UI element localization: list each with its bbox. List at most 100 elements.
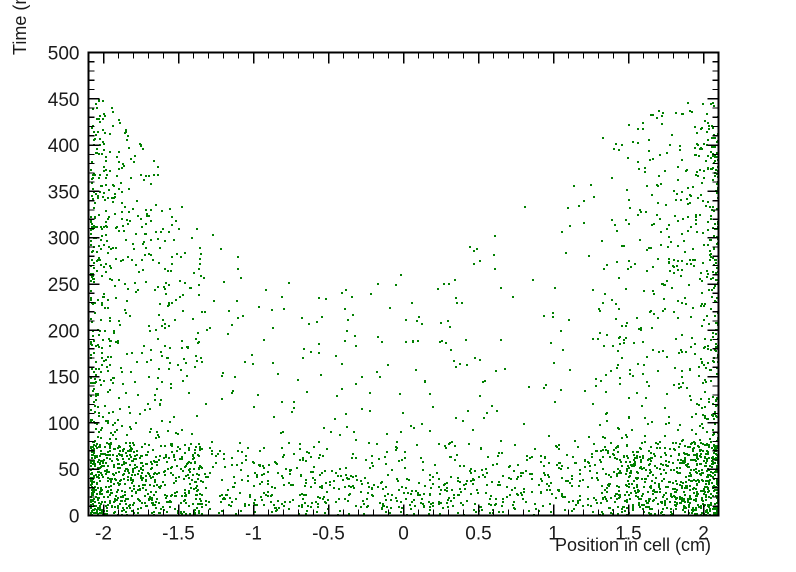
data-point xyxy=(321,316,323,318)
data-point xyxy=(144,502,146,504)
data-point xyxy=(155,501,157,503)
data-point xyxy=(421,423,423,425)
data-point xyxy=(186,375,188,377)
data-point xyxy=(606,487,608,489)
data-point xyxy=(131,474,133,476)
x-tick-label: -1.5 xyxy=(162,524,195,545)
y-axis-title: Time (ns) xyxy=(10,0,30,55)
data-point xyxy=(100,460,102,462)
data-point xyxy=(432,476,434,478)
data-point xyxy=(664,435,666,437)
data-point xyxy=(674,491,676,493)
data-point xyxy=(339,510,341,512)
data-point xyxy=(636,484,638,486)
data-point xyxy=(164,445,166,447)
data-point xyxy=(684,251,686,253)
data-point xyxy=(91,449,93,451)
data-point xyxy=(136,361,138,363)
data-point xyxy=(306,451,308,453)
data-point xyxy=(91,182,93,184)
data-point xyxy=(653,499,655,501)
data-point xyxy=(446,490,448,492)
data-point xyxy=(168,231,170,233)
data-point xyxy=(310,351,312,353)
y-tick-label: 450 xyxy=(48,90,80,111)
data-point xyxy=(334,418,336,420)
data-point xyxy=(108,216,110,218)
data-point xyxy=(108,338,110,340)
data-point xyxy=(259,483,261,485)
data-point xyxy=(631,483,633,485)
data-point xyxy=(666,228,668,230)
data-point xyxy=(90,395,92,397)
data-point xyxy=(131,259,133,261)
data-point xyxy=(202,481,204,483)
data-point xyxy=(135,458,137,460)
data-point xyxy=(641,495,643,497)
data-point xyxy=(347,319,349,321)
data-point xyxy=(94,216,96,218)
data-point xyxy=(648,500,650,502)
data-point xyxy=(135,264,137,266)
data-point xyxy=(684,297,686,299)
data-point xyxy=(574,440,576,442)
data-point xyxy=(99,493,101,495)
data-point xyxy=(603,345,605,347)
data-point xyxy=(534,503,536,505)
data-point xyxy=(121,202,123,204)
data-point xyxy=(689,502,691,504)
data-point xyxy=(97,499,99,501)
data-point xyxy=(176,450,178,452)
data-point xyxy=(96,107,98,109)
data-point xyxy=(693,492,695,494)
data-point xyxy=(626,322,628,324)
data-point xyxy=(651,480,653,482)
data-point xyxy=(707,453,709,455)
data-point xyxy=(395,446,397,448)
data-point xyxy=(710,471,712,473)
data-point xyxy=(561,231,563,233)
data-point xyxy=(129,426,131,428)
data-point xyxy=(233,486,235,488)
data-point xyxy=(462,504,464,506)
data-point xyxy=(616,458,618,460)
data-point xyxy=(100,472,102,474)
data-point xyxy=(381,481,383,483)
data-point xyxy=(707,201,709,203)
data-point xyxy=(702,262,704,264)
data-point xyxy=(184,492,186,494)
data-point xyxy=(223,497,225,499)
data-point xyxy=(195,446,197,448)
data-point xyxy=(698,404,700,406)
data-point xyxy=(681,191,683,193)
data-point xyxy=(711,289,713,291)
data-point xyxy=(685,170,687,172)
data-point xyxy=(474,503,476,505)
data-point xyxy=(708,482,710,484)
data-point xyxy=(612,345,614,347)
data-point xyxy=(123,461,125,463)
data-point xyxy=(183,358,185,360)
data-point xyxy=(351,457,353,459)
data-point xyxy=(377,336,379,338)
data-point xyxy=(128,147,130,149)
data-point xyxy=(209,447,211,449)
data-point xyxy=(630,492,632,494)
data-point xyxy=(606,264,608,266)
data-point xyxy=(670,455,672,457)
data-point xyxy=(338,488,340,490)
data-point xyxy=(630,470,632,472)
data-point xyxy=(91,276,93,278)
data-point xyxy=(92,390,94,392)
data-point xyxy=(90,507,92,509)
data-point xyxy=(325,482,327,484)
data-point xyxy=(606,500,608,502)
data-point xyxy=(201,448,203,450)
data-point xyxy=(182,470,184,472)
data-point xyxy=(602,449,604,451)
data-point xyxy=(92,454,94,456)
data-point xyxy=(90,382,92,384)
data-point xyxy=(715,495,717,497)
data-point xyxy=(121,490,123,492)
data-point xyxy=(709,254,711,256)
